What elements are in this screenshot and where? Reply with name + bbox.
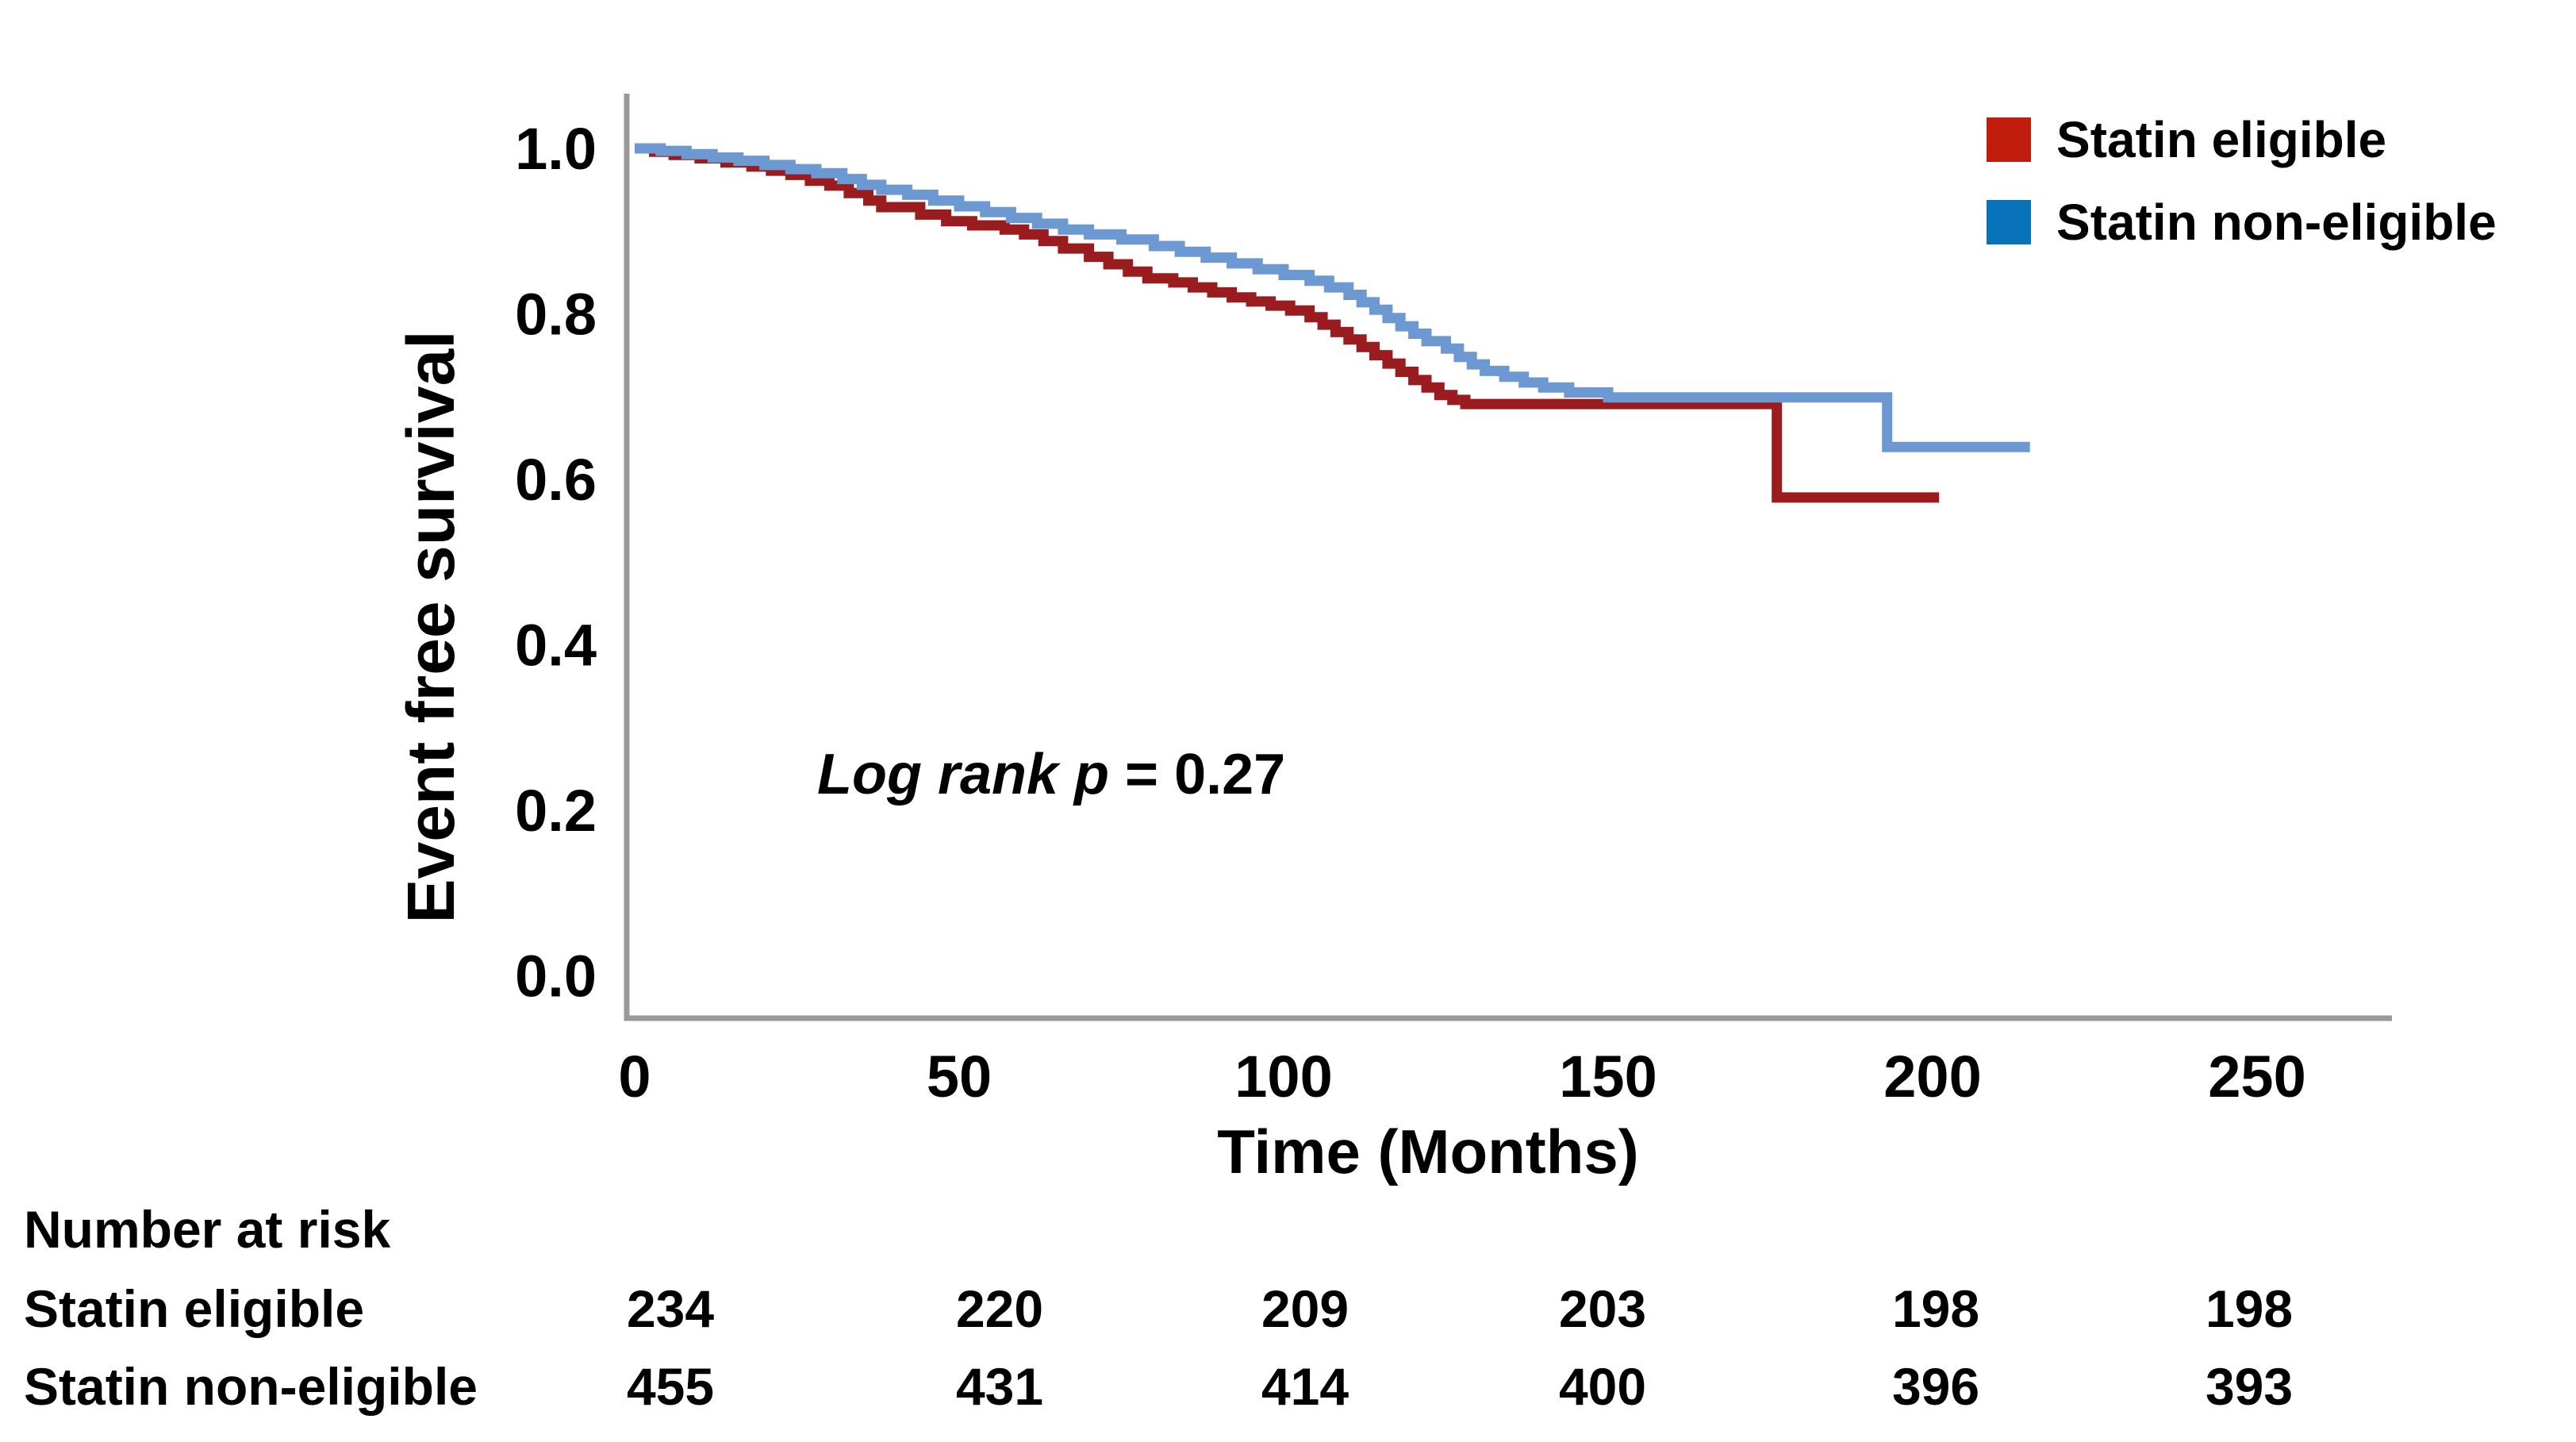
x-tick-label-250: 250	[2208, 1044, 2305, 1109]
x-tick-label-200: 200	[1883, 1044, 1981, 1109]
risk-value-row1-col0: 455	[627, 1357, 714, 1416]
log-rank-annotation-italic: Log rank p	[817, 743, 1109, 806]
legend-swatch-statin-eligible	[1987, 117, 2031, 162]
risk-value-row1-col1: 431	[956, 1357, 1043, 1416]
risk-value-row1-col4: 396	[1892, 1357, 1979, 1416]
survival-curves	[635, 143, 2030, 503]
y-tick-label-0.0: 0.0	[515, 944, 597, 1009]
legend: Statin eligible Statin non-eligible	[1987, 111, 2497, 251]
risk-value-row0-col2: 209	[1261, 1279, 1349, 1338]
risk-table-values: 234 220 209 203 198 198 455 431 414 400 396 393	[627, 1279, 2293, 1416]
legend-label-statin-non-eligible: Statin non-eligible	[2056, 194, 2497, 251]
risk-table-header: Number at risk	[24, 1200, 390, 1259]
risk-value-row1-col3: 400	[1559, 1357, 1646, 1416]
x-axis-title: Time (Months)	[1217, 1117, 1639, 1186]
y-tick-label-0.6: 0.6	[515, 447, 597, 513]
y-tick-label-0.4: 0.4	[515, 613, 597, 679]
risk-value-row0-col5: 198	[2206, 1279, 2293, 1338]
risk-value-row1-col2: 414	[1261, 1357, 1349, 1416]
x-tick-label-100: 100	[1234, 1044, 1332, 1109]
legend-swatch-statin-non-eligible	[1987, 200, 2031, 244]
x-axis-tick-labels: 0 50 100 150 200 250	[618, 1044, 2305, 1109]
y-axis-tick-labels: 1.0 0.8 0.6 0.4 0.2 0.0	[515, 116, 597, 1009]
risk-row-label-statin-non-eligible: Statin non-eligible	[24, 1357, 478, 1416]
legend-label-statin-eligible: Statin eligible	[2056, 111, 2386, 168]
y-tick-label-1.0: 1.0	[515, 116, 597, 182]
risk-row-label-statin-eligible: Statin eligible	[24, 1279, 364, 1338]
log-rank-annotation: Log rank p = 0.27	[817, 743, 1285, 806]
x-tick-label-0: 0	[618, 1044, 651, 1109]
y-axis-title: Event free survival	[394, 330, 468, 923]
risk-value-row0-col0: 234	[627, 1279, 714, 1338]
y-tick-label-0.2: 0.2	[515, 778, 597, 844]
y-tick-label-0.8: 0.8	[515, 282, 597, 348]
x-tick-label-150: 150	[1559, 1044, 1657, 1109]
risk-value-row1-col5: 393	[2206, 1357, 2293, 1416]
log-rank-annotation-value: = 0.27	[1109, 743, 1285, 806]
risk-value-row0-col1: 220	[956, 1279, 1043, 1338]
risk-value-row0-col3: 203	[1559, 1279, 1646, 1338]
survival-curve-statin-non-eligible	[635, 143, 2030, 452]
survival-curve-statin-eligible	[635, 143, 1940, 503]
risk-value-row0-col4: 198	[1892, 1279, 1979, 1338]
x-tick-label-50: 50	[927, 1044, 992, 1109]
